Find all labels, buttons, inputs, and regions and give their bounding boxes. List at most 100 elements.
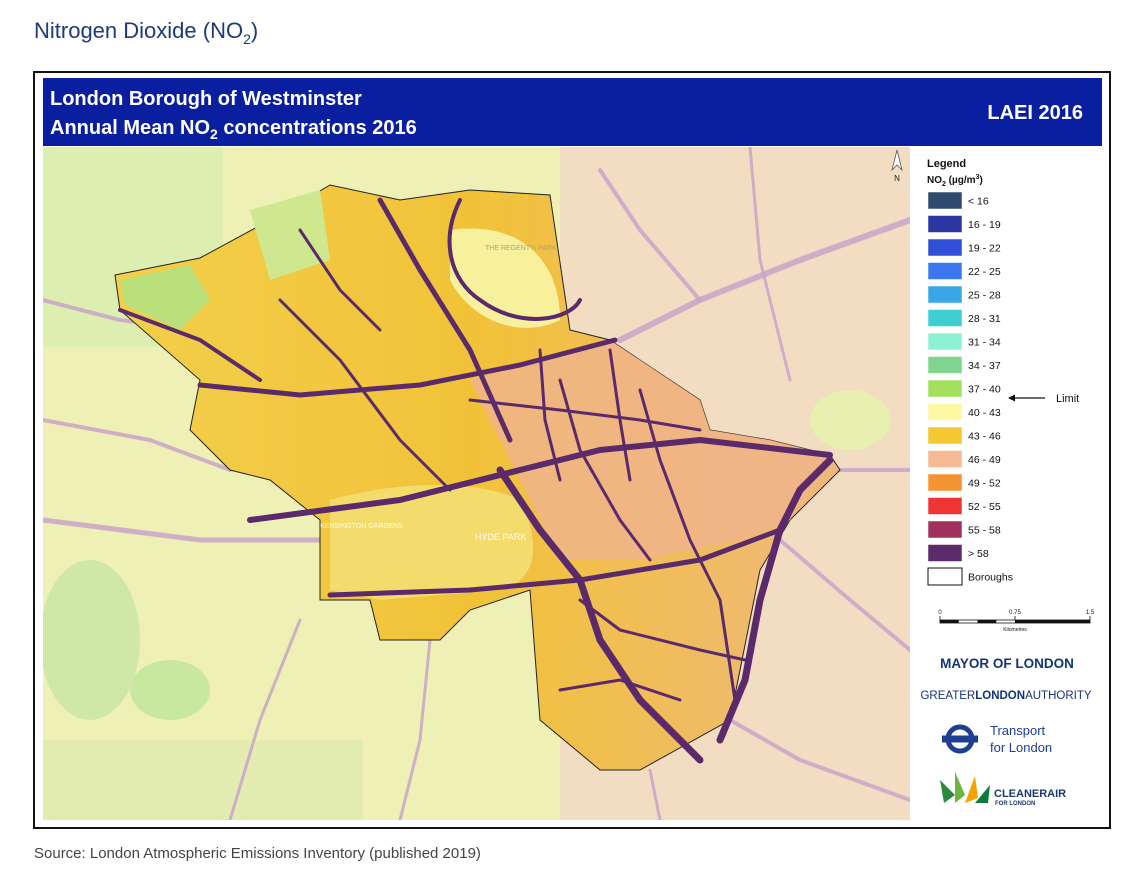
legend-label: 22 - 25	[968, 266, 1001, 278]
map-title-end: concentrations 2016	[218, 117, 417, 139]
legend-unit: NO2 (µg/m3)	[927, 174, 983, 188]
scale-tick-label: 0.75	[1009, 610, 1021, 616]
source-note: Source: London Atmospheric Emissions Inv…	[34, 845, 481, 862]
map-title-1: London Borough of Westminster	[50, 88, 362, 110]
unit-part: (µg/m	[946, 175, 976, 186]
legend-label: 37 - 40	[968, 384, 1001, 396]
legend-swatch	[927, 285, 963, 304]
legend-label: 46 - 49	[968, 454, 1001, 466]
scale-bar-segment	[977, 620, 997, 623]
scale-bar-segment	[940, 620, 959, 623]
limit-label: Limit	[1056, 393, 1079, 405]
legend-label: 16 - 19	[968, 219, 1001, 231]
legend-swatch	[927, 262, 963, 280]
map-title-2: Annual Mean NO2 concentrations 2016	[50, 117, 417, 142]
map-badge: LAEI 2016	[987, 102, 1083, 124]
title-subscript: 2	[243, 31, 251, 47]
legend-label: > 58	[968, 548, 989, 560]
legend-swatch	[927, 379, 963, 398]
unit-part: )	[979, 175, 982, 186]
map-south-west	[43, 740, 363, 820]
map-header	[43, 78, 1102, 146]
legend-swatch	[927, 215, 963, 233]
legend-swatch	[927, 497, 963, 515]
legend-label: 31 - 34	[968, 337, 1001, 349]
unit-sub: 2	[942, 181, 946, 188]
north-label: N	[894, 174, 900, 183]
gla-part: LONDON	[975, 690, 1025, 702]
legend-swatch	[927, 426, 963, 445]
legend-label: 52 - 55	[968, 501, 1001, 513]
place-label: HYDE PARK	[475, 532, 526, 542]
legend-label: 43 - 46	[968, 431, 1001, 443]
unit-sup: 3	[976, 174, 980, 181]
regents-park	[450, 228, 560, 328]
place-label: THE REGENT'S PARK	[485, 245, 557, 252]
tfl-logo: Transport	[990, 723, 1046, 738]
mayor-logo: MAYOR OF LONDON	[940, 656, 1074, 671]
tfl-roundel	[942, 724, 978, 754]
legend-swatch	[927, 332, 963, 351]
cleaner-air-leaves	[940, 772, 990, 803]
leaf	[975, 785, 990, 803]
legend-swatch	[927, 544, 963, 562]
legend-swatch	[927, 191, 963, 210]
park	[810, 390, 890, 450]
legend-label: 34 - 37	[968, 360, 1001, 372]
legend-label: 19 - 22	[968, 243, 1001, 255]
gla-part: AUTHORITY	[1025, 690, 1092, 702]
legend-swatch	[927, 309, 963, 327]
legend-swatch	[927, 356, 963, 374]
legend-swatch	[927, 567, 963, 586]
leaf	[940, 780, 955, 803]
cleaner-part: AIR	[1047, 788, 1066, 800]
legend-swatch	[927, 450, 963, 468]
map-title-sub: 2	[210, 126, 218, 142]
cleaner-part: CLEANER	[994, 788, 1047, 800]
park	[250, 190, 330, 280]
legend-label: 55 - 58	[968, 525, 1001, 537]
legend-title: Legend	[927, 158, 966, 170]
legend-label: Boroughs	[968, 572, 1013, 584]
gla-part: GREATER	[920, 690, 975, 702]
place-label: KENSINGTON GARDENS	[320, 523, 403, 530]
map-title-text: Annual Mean NO	[50, 117, 210, 139]
leaf	[965, 776, 978, 803]
roundel-bar	[942, 735, 978, 743]
unit-part: NO	[927, 175, 942, 186]
west-end-zone	[470, 340, 830, 560]
hyde-park	[330, 485, 534, 600]
park	[130, 660, 210, 720]
limit-arrowhead	[1008, 394, 1015, 402]
north-arrow	[891, 149, 903, 172]
legend-label: < 16	[968, 196, 989, 208]
scale-unit: Kilometres	[1003, 627, 1027, 633]
scale-tick-label: 0	[938, 610, 942, 616]
outer-roads	[43, 147, 910, 820]
legend-label: 25 - 28	[968, 290, 1001, 302]
legend-items: < 16 16 - 19 19 - 22 22 - 25 25 - 28 28 - 31 3…	[927, 191, 1013, 586]
leaf	[955, 772, 965, 803]
cleaner-air-logo: CLEANERAIR	[994, 788, 1066, 800]
park	[120, 265, 210, 330]
park	[43, 560, 140, 720]
legend-label: 40 - 43	[968, 407, 1001, 419]
scale-bar: Kilometres 0 0.75 1.5	[938, 610, 1095, 633]
legend-swatch	[927, 403, 963, 421]
cleaner-air-sub: FOR LONDON	[995, 801, 1035, 807]
legend-swatch	[927, 473, 963, 492]
legend-swatch	[927, 238, 963, 257]
page-title: Nitrogen Dioxide (NO2)	[34, 18, 258, 47]
scale-tick-label: 1.5	[1086, 610, 1095, 616]
legend-swatch	[927, 520, 963, 539]
tfl-logo: for London	[990, 740, 1052, 755]
map: HYDE PARK KENSINGTON GARDENS THE REGENT'…	[43, 147, 910, 820]
gla-logo: GREATERLONDONAUTHORITY	[920, 690, 1091, 702]
title-text: Nitrogen Dioxide (NO	[34, 18, 243, 43]
legend-label: 28 - 31	[968, 313, 1001, 325]
roads	[118, 197, 834, 764]
title-end: )	[251, 18, 258, 43]
scale-bar-segment	[1015, 620, 1090, 623]
